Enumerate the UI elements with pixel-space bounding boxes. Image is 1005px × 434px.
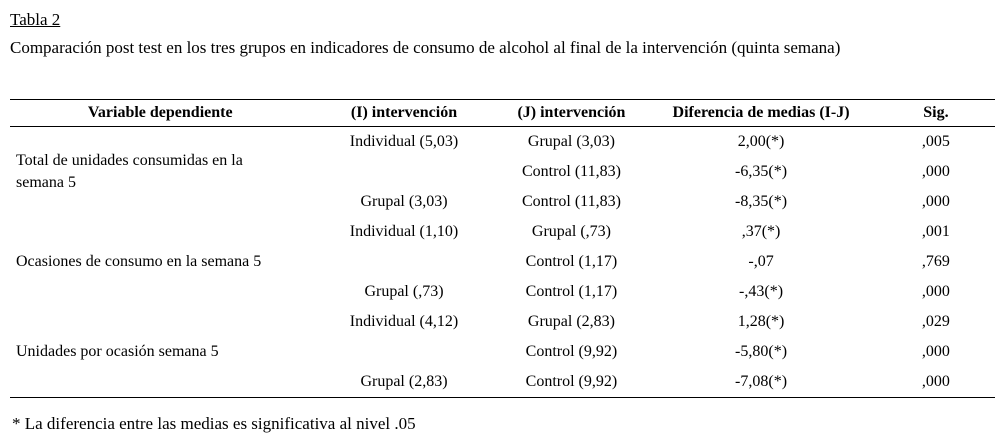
j-intervention-cell: Grupal (2,83) [527,312,615,330]
sig-cell: ,005 [921,132,950,150]
i-intervention-cell: Individual (5,03) [349,132,459,150]
table-row: Total de unidades consumidas en la seman… [10,126,995,191]
i-intervention-cell: Grupal (2,83) [360,372,448,390]
j-intervention-cell: Control (9,92) [525,372,618,390]
j-intervention-cell: Control (1,17) [525,282,618,300]
j-intervention-cell: Control (11,83) [521,192,621,210]
i-intervention-cell: Individual (4,12) [349,312,459,330]
sig-cell: ,000 [921,192,950,210]
results-table: Variable dependiente (I) intervención (J… [10,98,995,398]
table-row: Grupal (,73) Control (1,17) -,43(*) ,000 [10,277,995,307]
table-row: Control (9,92) -5,80(*) ,000 [10,337,995,367]
mean-difference-cell: -6,35(*) [735,162,788,180]
significance-footnote: * La diferencia entre las medias es sign… [12,413,416,433]
i-intervention-cell: Grupal (,73) [364,282,444,300]
mean-difference-cell: 2,00(*) [737,132,785,150]
variable-cell: Unidades por ocasión semana 5 [16,342,219,360]
i-intervention-cell: Individual (1,10) [349,222,459,240]
column-header-i-intervention: (I) intervención [310,99,498,127]
table-body: Total de unidades consumidas en la seman… [10,126,995,397]
table-row: Grupal (2,83) Control (9,92) -7,08(*) ,0… [10,367,995,398]
column-header-variable: Variable dependiente [10,99,311,127]
column-header-sig: Sig. [876,99,995,127]
column-header-j-intervention: (J) intervención [497,99,646,127]
table-subtitle: Comparación post test en los tres grupos… [10,38,841,58]
table-row: Control (11,83) -6,35(*) ,000 [10,157,995,187]
i-intervention-cell [310,157,497,187]
sig-cell: ,000 [921,162,950,180]
mean-difference-cell: -8,35(*) [735,192,788,210]
sig-cell: ,029 [921,312,950,330]
sig-cell: ,001 [921,222,950,240]
j-intervention-cell: Control (11,83) [521,162,621,180]
mean-difference-cell: 1,28(*) [737,312,785,330]
mean-difference-cell: -7,08(*) [735,372,788,390]
sig-cell: ,000 [921,372,950,390]
table-row: Control (1,17) -,07 ,769 [10,247,995,277]
table-header-row: Variable dependiente (I) intervención (J… [10,99,995,127]
variable-cell: Total de unidades consumidas en la seman… [16,152,243,191]
i-intervention-cell: Grupal (3,03) [360,192,448,210]
j-intervention-cell: Grupal (3,03) [527,132,615,150]
sig-cell: ,000 [921,342,950,360]
j-intervention-cell: Control (9,92) [525,342,618,360]
i-intervention-cell [310,337,497,367]
column-header-mean-difference: Diferencia de medias (I-J) [645,99,877,127]
table-title: Tabla 2 [10,10,61,29]
mean-difference-cell: -,43(*) [739,282,784,300]
sig-cell: ,000 [921,282,950,300]
table-row: Unidades por ocasión semana 5 Individual… [10,307,995,360]
sig-cell: ,769 [921,252,950,270]
table-row: Grupal (3,03) Control (11,83) -8,35(*) ,… [10,187,995,217]
mean-difference-cell: -5,80(*) [735,342,788,360]
j-intervention-cell: Control (1,17) [525,252,618,270]
mean-difference-cell: ,37(*) [741,222,781,240]
j-intervention-cell: Grupal (,73) [531,222,611,240]
i-intervention-cell [310,247,497,277]
table-row: Ocasiones de consumo en la semana 5 Indi… [10,217,995,270]
mean-difference-cell: -,07 [748,252,774,270]
variable-cell: Ocasiones de consumo en la semana 5 [16,252,262,270]
